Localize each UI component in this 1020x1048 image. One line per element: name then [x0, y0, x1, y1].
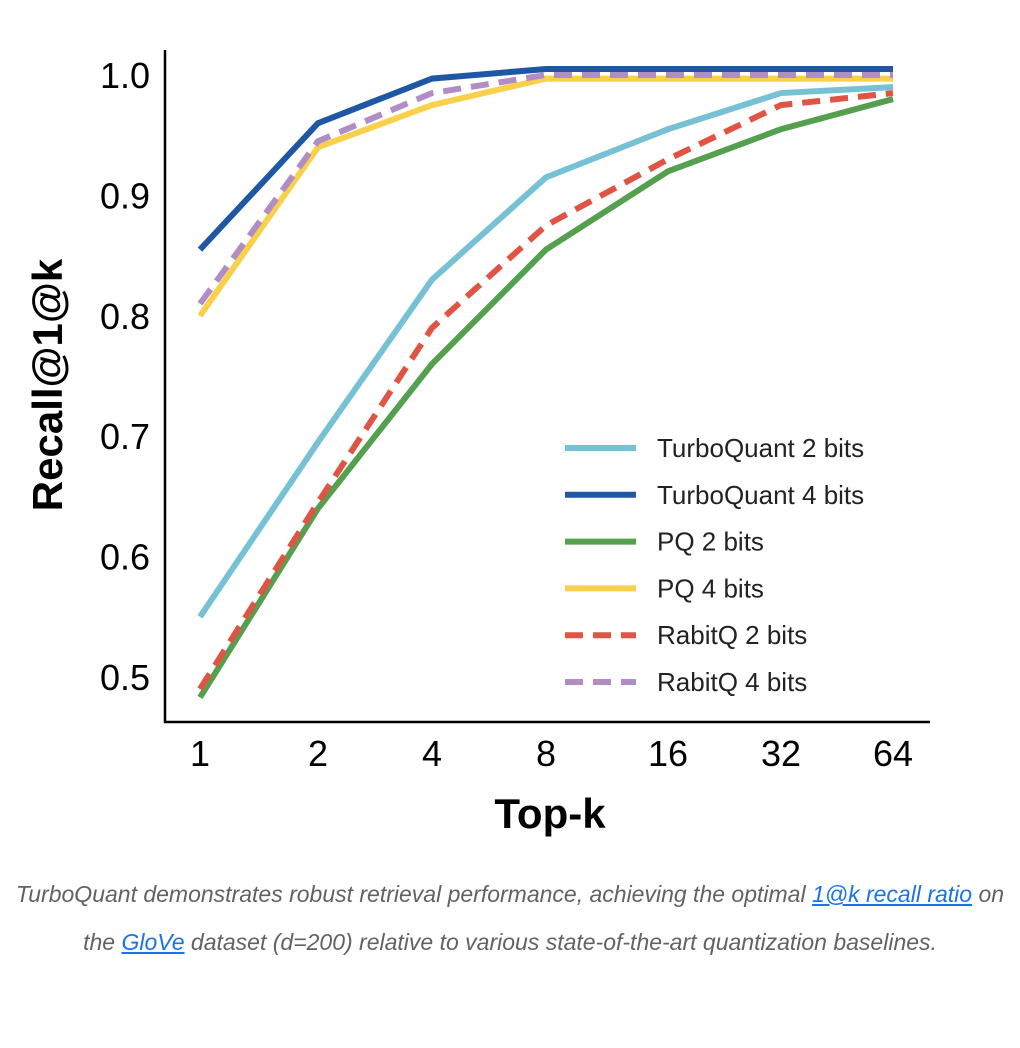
y-tick-label: 0.8	[100, 296, 150, 337]
series-line-rabitq-2-bits	[197, 90, 894, 691]
legend-label: TurboQuant 2 bits	[657, 433, 864, 463]
x-tick-label: 16	[648, 733, 688, 774]
series-line-pq-4-bits	[197, 75, 893, 318]
x-axis-label: Top-k	[494, 790, 606, 837]
figure-caption: TurboQuant demonstrates robust retrieval…	[0, 870, 1020, 966]
x-tick-label: 32	[761, 733, 801, 774]
series-line-rabitq-4-bits	[197, 72, 893, 306]
y-tick-label: 1.0	[100, 55, 150, 96]
x-tick-label: 2	[308, 733, 328, 774]
y-tick-label: 0.5	[100, 657, 150, 698]
y-tick-label: 0.7	[100, 416, 150, 457]
glove-link[interactable]: GloVe	[121, 929, 185, 955]
series-line-turboquant-4-bits	[197, 65, 893, 252]
legend-label: PQ 2 bits	[657, 527, 764, 557]
line-chart: 0.5 0.6 0.7 0.8 0.9 1.0 1 2 4 8 16 32 64 TurboQuant…	[24, 50, 930, 837]
x-tick-label: 4	[422, 733, 442, 774]
caption-text: TurboQuant demonstrates robust retrieval…	[15, 881, 812, 907]
legend-label: RabitQ 4 bits	[657, 667, 807, 697]
x-tick-label: 64	[873, 733, 913, 774]
legend-label: RabitQ 2 bits	[657, 620, 807, 650]
x-tick-label: 8	[536, 733, 556, 774]
caption-text: dataset (d=200) relative to various stat…	[184, 929, 937, 955]
series-line-turboquant-2-bits	[197, 84, 894, 619]
y-tick-label: 0.6	[100, 537, 150, 578]
x-tick-label: 1	[190, 733, 210, 774]
recall-ratio-link[interactable]: 1@k recall ratio	[811, 881, 973, 907]
legend-label: TurboQuant 4 bits	[657, 480, 864, 510]
series-line-pq-2-bits	[197, 96, 894, 700]
caption-text: on the	[83, 881, 1005, 955]
y-axis-label: Recall@1@k	[24, 258, 71, 511]
legend-label: PQ 4 bits	[657, 573, 764, 603]
y-tick-label: 0.9	[100, 175, 150, 216]
